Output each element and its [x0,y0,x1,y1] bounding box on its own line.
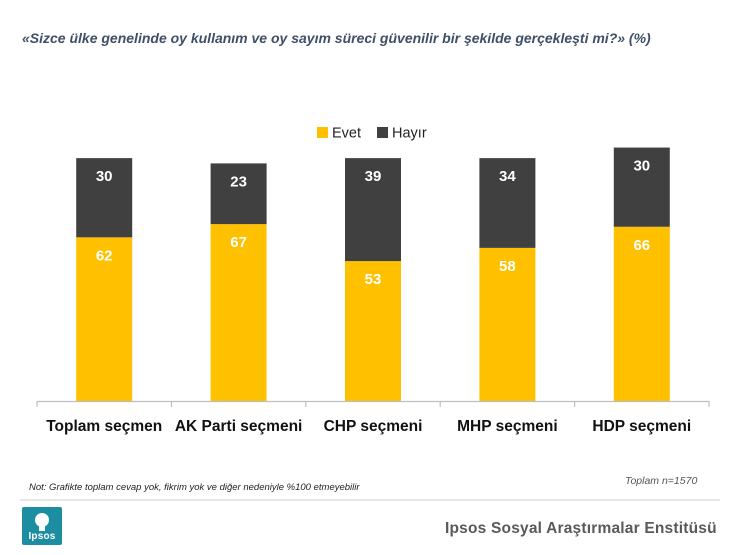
legend-swatch-evet [317,127,328,138]
logo-text: Ipsos [28,531,56,542]
data-label-evet-0: 62 [96,247,113,264]
bar-hayir-2 [345,158,401,262]
data-label-hayir-2: 39 [365,168,382,185]
bar-evet-1 [210,224,267,401]
category-label-4: HDP seçmeni [592,418,691,435]
data-label-hayir-3: 34 [499,168,516,185]
category-label-0: Toplam seçmen [46,418,162,435]
ipsos-logo-mark-icon [35,513,49,531]
bar-hayir-3 [479,158,536,248]
data-label-hayir-4: 30 [633,158,650,175]
legend-label-hayir: Hayır [392,126,427,142]
bar-evet-4 [613,226,670,401]
footnote: Not: Grafikte toplam cevap yok, fikrim y… [29,482,360,493]
category-label-2: CHP seçmeni [324,418,423,435]
bar-evet-0 [76,237,133,401]
data-label-evet-3: 58 [499,258,516,275]
data-label-evet-2: 53 [365,271,382,288]
sample-size: Toplam n=1570 [625,475,698,487]
category-label-3: MHP seçmeni [457,418,558,435]
data-label-hayir-1: 23 [230,173,247,190]
data-label-evet-1: 67 [230,234,247,251]
legend-swatch-hayir [377,127,388,138]
bar-hayir-0 [76,158,133,238]
ipsos-logo: Ipsos [22,507,62,545]
bar-hayir-4 [613,147,670,227]
legend-label-evet: Evet [332,126,361,142]
data-label-hayir-0: 30 [96,168,113,185]
footer-divider [20,499,720,501]
footer-organization: Ipsos Sosyal Araştırmalar Enstitüsü [445,520,717,537]
chart-question-title: «Sizce ülke genelinde oy kullanım ve oy … [22,30,651,46]
data-label-evet-4: 66 [633,237,650,254]
bar-evet-3 [479,247,536,401]
bar-evet-2 [345,261,401,401]
stacked-bar-chart: Evet Hayır 62 30 Toplam seçmen 67 23 AK Parti s… [36,126,710,435]
category-label-1: AK Parti seçmeni [175,418,303,435]
bar-hayir-1 [210,163,267,225]
